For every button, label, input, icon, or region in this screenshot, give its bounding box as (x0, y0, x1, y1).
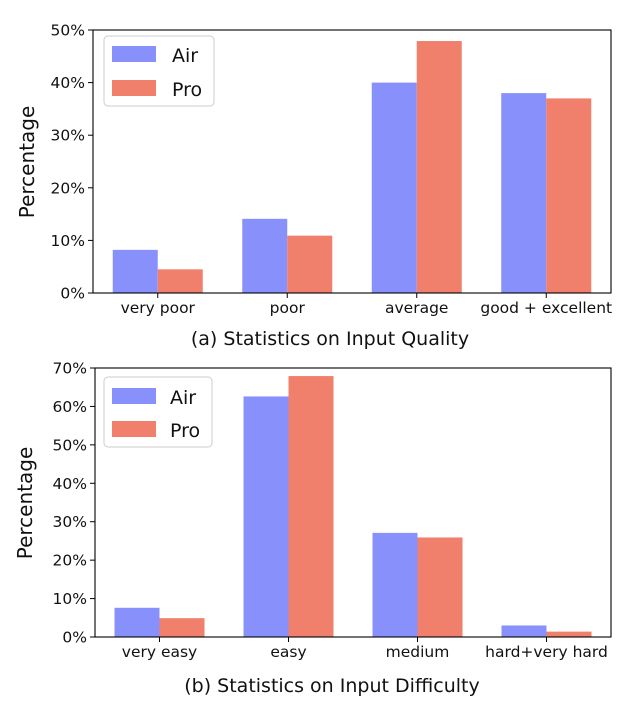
x-tick-label: easy (270, 643, 306, 661)
bar-air-poor (242, 218, 288, 293)
legend-label-air: Air (170, 387, 196, 409)
legend-label-pro: Pro (170, 420, 200, 442)
legend-label-air: Air (172, 45, 198, 67)
x-ticks: very poor poor average good + excellent (121, 293, 612, 317)
y-tick-label: 10% (51, 232, 85, 250)
y-tick-label: 20% (51, 179, 85, 197)
legend-swatch-air (112, 46, 156, 62)
chart-title: (b) Statistics on Input Difficulty (184, 675, 480, 697)
bar-pro-very-poor (157, 269, 203, 293)
x-tick-label: good + excellent (480, 299, 612, 317)
legend-swatch-air (112, 388, 156, 404)
bar-pro-good-excellent (546, 98, 592, 293)
x-tick-label: very easy (122, 643, 197, 661)
x-tick-label: very poor (121, 299, 196, 317)
x-tick-label: average (385, 299, 448, 317)
y-tick-label: 50% (51, 22, 85, 40)
x-ticks: very easy easy medium hard+very hard (122, 637, 608, 661)
y-axis-label: Percentage (13, 447, 37, 560)
y-tick-label: 40% (53, 475, 87, 493)
y-tick-label: 10% (53, 590, 87, 608)
bar-air-average (371, 82, 417, 293)
bar-air-very-easy (114, 607, 160, 637)
bars (112, 41, 592, 294)
y-tick-label: 50% (53, 436, 87, 454)
legend-label-pro: Pro (172, 79, 202, 101)
bar-air-good-excellent (501, 93, 547, 294)
y-tick-label: 20% (53, 552, 87, 570)
plot-frame (92, 29, 612, 294)
y-tick-label: 70% (53, 360, 87, 378)
chart-quality: Percentage 0% 10% 20% 30% 40% 50% very poor po… (15, 22, 612, 351)
legend: Air Pro (103, 35, 215, 107)
y-ticks: 0% 10% 20% 30% 40% 50% 60% 70% (53, 360, 95, 647)
y-tick-label: 30% (51, 127, 85, 145)
y-tick-label: 0% (60, 285, 85, 303)
legend-swatch-pro (112, 80, 156, 96)
legend: Air Pro (103, 376, 213, 448)
x-tick-label: poor (270, 299, 306, 317)
y-axis-label: Percentage (15, 106, 39, 219)
bar-air-medium (372, 532, 418, 637)
bar-pro-hard-very-hard (546, 631, 592, 637)
bar-pro-average (416, 41, 462, 293)
bar-pro-easy (288, 376, 334, 637)
bar-pro-medium (417, 537, 463, 637)
bar-pro-very-easy (159, 618, 205, 637)
y-tick-label: 30% (53, 513, 87, 531)
bar-air-hard-very-hard (501, 625, 547, 637)
y-ticks: 0% 10% 20% 30% 40% 50% (51, 22, 93, 303)
bar-air-easy (243, 396, 289, 637)
chart-title: (a) Statistics on Input Quality (191, 328, 469, 350)
chart-difficulty: Percentage 0% 10% 20% 30% 40% 50% 60% 70% very … (13, 360, 612, 697)
bar-air-very-poor (112, 249, 158, 293)
y-tick-label: 40% (51, 74, 85, 92)
plot-frame (94, 367, 612, 638)
y-tick-label: 0% (62, 629, 87, 647)
legend-swatch-pro (112, 421, 156, 437)
x-tick-label: hard+very hard (485, 643, 608, 661)
x-tick-label: medium (386, 643, 450, 661)
y-tick-label: 60% (53, 398, 87, 416)
bars (114, 376, 592, 637)
bar-pro-poor (287, 235, 333, 293)
